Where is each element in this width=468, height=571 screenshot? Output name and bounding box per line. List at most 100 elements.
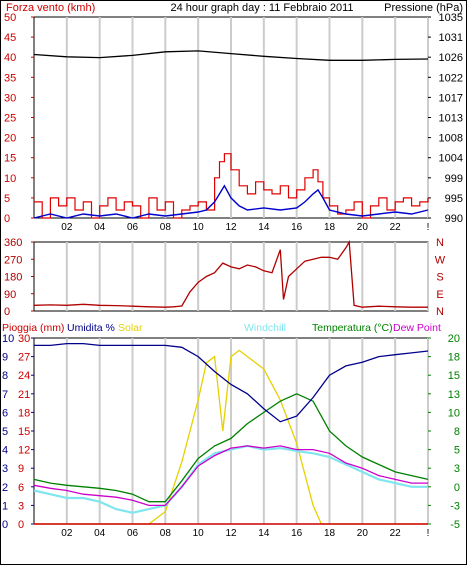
- compass-label: E: [436, 289, 443, 301]
- climate-x-tick-label: 04: [94, 528, 106, 539]
- dewpoint-series: [33, 445, 428, 507]
- humidity-axis-tick-label: 24: [18, 370, 30, 382]
- temperature-axis-tick-label: 10: [448, 407, 460, 419]
- wind-pressure-panel: 5045403530252015105010351031102610221017…: [4, 12, 463, 233]
- climate-x-tick-label: 08: [160, 528, 172, 539]
- wind-x-tick-label: 04: [94, 222, 106, 233]
- pressure-axis-tick-label: 995: [445, 193, 463, 205]
- humidity-axis-tick-label: 12: [18, 445, 30, 457]
- pressure-axis-tick-label: 999: [445, 173, 463, 185]
- windchill-series: [33, 444, 428, 514]
- wind-average-series: [33, 184, 429, 219]
- wind-axis-tick-label: 50: [4, 12, 16, 24]
- climate-x-tick-label: !: [427, 528, 430, 539]
- rain-humidity-temperature-panel: Pioggia (mm) Umidita % Solar Windchill Tempe…: [2, 322, 460, 539]
- humidity-axis-tick-label: 30: [18, 333, 30, 345]
- temperature-axis-tick-label: 15: [448, 370, 460, 382]
- wind-axis-tick-label: 10: [4, 173, 16, 185]
- temperature-series: [33, 393, 429, 503]
- humidity-axis-tick-label: 9: [18, 463, 24, 475]
- climate-x-tick-label: 20: [357, 528, 369, 539]
- direction-axis-tick-label: 0: [4, 306, 10, 318]
- legend-entry: Solar: [118, 322, 143, 334]
- solar-series: [34, 349, 428, 525]
- temperature-axis-tick-label: 18: [448, 352, 460, 364]
- pressure-axis-tick-label: 1031: [439, 32, 463, 44]
- pressure-axis-tick-label: 990: [445, 213, 463, 225]
- wind-x-tick-label: 20: [357, 222, 369, 233]
- direction-axis-tick-label: 90: [4, 289, 16, 301]
- rain-axis-tick-label: 9: [2, 352, 8, 364]
- legend-entry: Dew Point: [393, 322, 441, 334]
- humidity-axis-tick-label: 0: [18, 519, 24, 531]
- compass-label: S: [436, 272, 443, 284]
- wind-axis-title: Forza vento (kmh): [6, 2, 95, 14]
- wind-x-tick-label: !: [427, 222, 430, 233]
- wind-x-tick-label: 18: [324, 222, 336, 233]
- humidity-axis-tick-label: 21: [18, 389, 30, 401]
- temperature-axis-tick-label: 13: [448, 389, 460, 401]
- rain-axis-tick-label: 7: [2, 389, 8, 401]
- climate-x-tick-label: 16: [291, 528, 303, 539]
- wind-axis-tick-label: 35: [4, 72, 16, 84]
- pressure-axis-tick-label: 1004: [439, 153, 463, 165]
- temperature-axis-tick-label: -5: [450, 519, 460, 531]
- rain-axis-tick-label: 8: [2, 370, 8, 382]
- wind-axis-tick-label: 40: [4, 52, 16, 64]
- pressure-axis-tick-label: 1035: [439, 12, 463, 24]
- rain-axis-tick-label: 3: [2, 463, 8, 475]
- wind-axis-tick-label: 45: [4, 32, 16, 44]
- wind-axis-tick-label: 5: [4, 193, 10, 205]
- wind-gust-series: [34, 153, 429, 219]
- temperature-axis-tick-label: -3: [450, 500, 460, 512]
- rain-axis-tick-label: 4: [2, 445, 8, 457]
- wind-x-tick-label: 08: [160, 222, 172, 233]
- compass-label: W: [435, 254, 446, 266]
- pressure-axis-tick-label: 1026: [439, 52, 463, 64]
- pressure-axis-tick-label: 1013: [439, 113, 463, 125]
- wind-x-tick-label: 06: [127, 222, 139, 233]
- legend-entry: Pioggia (mm): [2, 322, 64, 334]
- compass-label: N: [436, 237, 444, 249]
- rain-axis-tick-label: 0: [2, 519, 8, 531]
- direction-axis-tick-label: 270: [4, 254, 22, 266]
- legend-entry: Windchill: [244, 322, 286, 334]
- wind-axis-tick-label: 25: [4, 113, 16, 125]
- pressure-axis-title: Pressione (hPa): [384, 2, 463, 14]
- temperature-axis-tick-label: 5: [454, 445, 460, 457]
- rain-axis-tick-label: 2: [2, 482, 8, 494]
- legend-entry: Umidita %: [67, 322, 115, 334]
- legend-entry: Temperatura (°C): [312, 322, 393, 334]
- wind-x-tick-label: 14: [258, 222, 270, 233]
- pressure-series: [33, 50, 429, 61]
- wind-x-tick-label: 12: [225, 222, 237, 233]
- wind-axis-tick-label: 15: [4, 153, 16, 165]
- rain-axis-tick-label: 6: [2, 407, 8, 419]
- wind-axis-tick-label: 30: [4, 92, 16, 104]
- temperature-axis-tick-label: 20: [448, 333, 460, 345]
- climate-x-tick-label: 12: [225, 528, 237, 539]
- humidity-axis-tick-label: 18: [18, 407, 30, 419]
- humidity-series: [34, 342, 429, 423]
- direction-axis-tick-label: 180: [4, 272, 22, 284]
- compass-label: N: [436, 306, 444, 318]
- rain-axis-tick-label: 10: [2, 333, 14, 345]
- humidity-axis-tick-label: 27: [18, 352, 30, 364]
- wind-x-tick-label: 10: [193, 222, 205, 233]
- temperature-axis-tick-label: 8: [454, 426, 460, 438]
- climate-x-tick-label: 18: [324, 528, 336, 539]
- humidity-axis-tick-label: 6: [18, 482, 24, 494]
- climate-x-tick-label: 14: [258, 528, 270, 539]
- humidity-axis-tick-label: 15: [18, 426, 30, 438]
- pressure-axis-tick-label: 1022: [439, 72, 463, 84]
- climate-x-tick-label: 10: [193, 528, 205, 539]
- climate-x-tick-label: 06: [127, 528, 139, 539]
- pressure-axis-tick-label: 1017: [439, 92, 463, 104]
- wind-direction-series: [33, 239, 428, 308]
- pressure-axis-tick-label: 1008: [439, 133, 463, 145]
- temperature-axis-tick-label: 0: [454, 482, 460, 494]
- climate-x-tick-label: 22: [390, 528, 402, 539]
